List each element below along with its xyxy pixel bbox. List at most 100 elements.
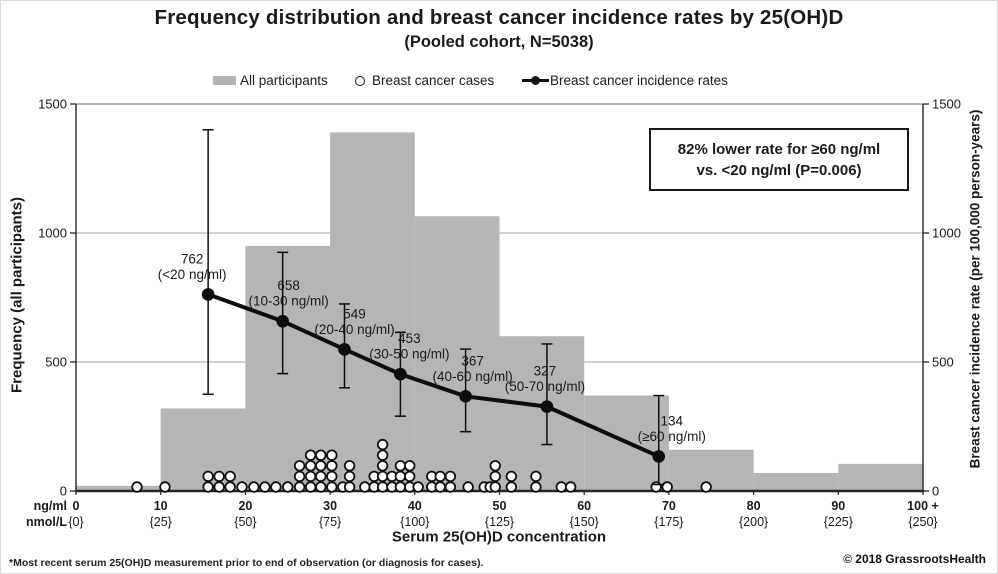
legend-label: Breast cancer incidence rates	[550, 73, 728, 88]
histogram-bar	[245, 245, 331, 491]
x-tick-label-ngml: 30	[323, 499, 337, 513]
case-dot	[315, 470, 327, 483]
histogram-bar	[414, 216, 500, 492]
x-tick-label-ngml: 100 +	[907, 499, 939, 513]
case-dot	[304, 470, 317, 483]
case-dot	[213, 470, 225, 483]
case-dot	[282, 481, 294, 493]
legend-label: All participants	[240, 73, 328, 88]
x-tick-label-ngml: 0	[73, 499, 80, 513]
case-dot	[530, 481, 542, 493]
case-dot	[462, 481, 474, 493]
incidence-point	[459, 390, 472, 403]
x-tick-label-nmoll: {50}	[234, 515, 256, 529]
case-dot	[394, 481, 407, 493]
case-dot	[270, 481, 282, 493]
case-dot	[326, 460, 338, 472]
case-dot	[326, 481, 338, 493]
legend-item-breast-cancer-cases: Breast cancer cases	[355, 72, 494, 89]
y-left-tick-label: 0	[60, 484, 67, 499]
legend-item-all-participants: All participants	[213, 72, 328, 89]
incidence-point-bin-label: (40-60 ng/ml)	[432, 369, 512, 384]
chart-subtitle: (Pooled cohort, N=5038)	[404, 33, 594, 51]
case-dot	[394, 460, 407, 472]
x-tick-label-nmoll: {25}	[150, 515, 172, 529]
y-left-tick-label: 1500	[38, 97, 67, 112]
case-dot	[404, 460, 416, 472]
case-dot	[489, 460, 501, 472]
case-dot	[530, 470, 542, 483]
x-tick-label-nmoll: {250}	[908, 515, 937, 529]
annotation-box: 82% lower rate for ≥60 ng/ml vs. <20 ng/…	[649, 128, 909, 191]
x-tick-label-nmoll: {200}	[739, 515, 768, 529]
case-dot	[213, 481, 225, 493]
incidence-point-bin-label: (30-50 ng/ml)	[369, 347, 449, 362]
incidence-point-value-label: 549	[343, 306, 366, 321]
case-dot	[304, 481, 317, 493]
x-tick-label-nmoll: {100}	[400, 515, 429, 529]
case-dot	[661, 481, 673, 493]
x-axis-unit-nmoll: nmol/L	[26, 515, 67, 529]
case-dot	[505, 481, 518, 493]
case-dot	[489, 470, 501, 483]
incidence-point-value-label: 134	[660, 413, 683, 428]
x-tick-label-nmoll: {75}	[319, 515, 341, 529]
x-axis-unit-ngml: ng/ml	[34, 499, 67, 513]
legend-item-incidence-rates: Breast cancer incidence rates	[522, 72, 728, 89]
case-dot	[489, 481, 501, 493]
incidence-point-value-label: 367	[461, 353, 484, 368]
case-dot	[412, 481, 424, 493]
annotation-line2: vs. <20 ng/ml (P=0.006)	[696, 161, 862, 179]
case-dot	[304, 449, 317, 461]
annotation-line1: 82% lower rate for ≥60 ng/ml	[677, 140, 881, 158]
y-right-tick-label: 1500	[932, 97, 961, 112]
open-circle-icon	[355, 75, 365, 86]
gray-bar-swatch-icon	[213, 76, 236, 85]
x-tick-label-ngml: 20	[238, 499, 252, 513]
x-axis-title: Serum 25(OH)D concentration	[391, 528, 607, 546]
x-tick-label-ngml: 70	[662, 499, 676, 513]
histogram-bar	[668, 449, 754, 491]
case-dot	[434, 481, 446, 493]
case-dot	[202, 481, 214, 493]
case-dot	[444, 470, 457, 483]
histogram-bar	[76, 485, 161, 491]
case-dot	[131, 481, 143, 493]
case-dot	[315, 460, 327, 472]
y-left-tick-label: 500	[45, 355, 67, 370]
case-dot	[293, 470, 306, 483]
case-dot	[315, 481, 327, 493]
case-dot	[359, 481, 371, 493]
case-dot	[224, 470, 236, 483]
y-right-tick-label: 500	[932, 355, 954, 370]
incidence-point-bin-label: (20-40 ng/ml)	[314, 322, 394, 337]
case-dot	[259, 481, 271, 493]
copyright: © 2018 GrassrootsHealth	[843, 552, 986, 566]
legend-label: Breast cancer cases	[372, 73, 495, 88]
incidence-point-value-label: 453	[398, 331, 421, 346]
x-tick-label-ngml: 40	[408, 499, 422, 513]
incidence-point	[652, 450, 666, 463]
x-tick-label-ngml: 60	[577, 499, 591, 513]
x-tick-label-ngml: 80	[747, 499, 761, 513]
case-dot	[376, 470, 389, 483]
y-right-tick-label: 0	[932, 484, 939, 499]
case-dot	[376, 438, 389, 451]
case-dot	[293, 460, 306, 472]
incidence-point-bin-label: (50-70 ng/ml)	[505, 379, 585, 394]
histogram-bar	[499, 336, 585, 491]
histogram-bar	[753, 472, 839, 491]
incidence-point	[201, 288, 215, 301]
incidence-point	[338, 343, 351, 356]
x-tick-label-nmoll: {150}	[570, 515, 599, 529]
incidence-point-bin-label: (10-30 ng/ml)	[249, 294, 329, 309]
case-dot	[376, 460, 389, 472]
line-with-dot-icon	[522, 76, 549, 85]
case-dot	[700, 481, 712, 493]
footnote: *Most recent serum 25(OH)D measurement p…	[9, 557, 484, 569]
case-dot	[505, 470, 518, 483]
x-tick-label-nmoll: {0}	[68, 515, 83, 529]
incidence-point-value-label: 327	[534, 364, 557, 379]
